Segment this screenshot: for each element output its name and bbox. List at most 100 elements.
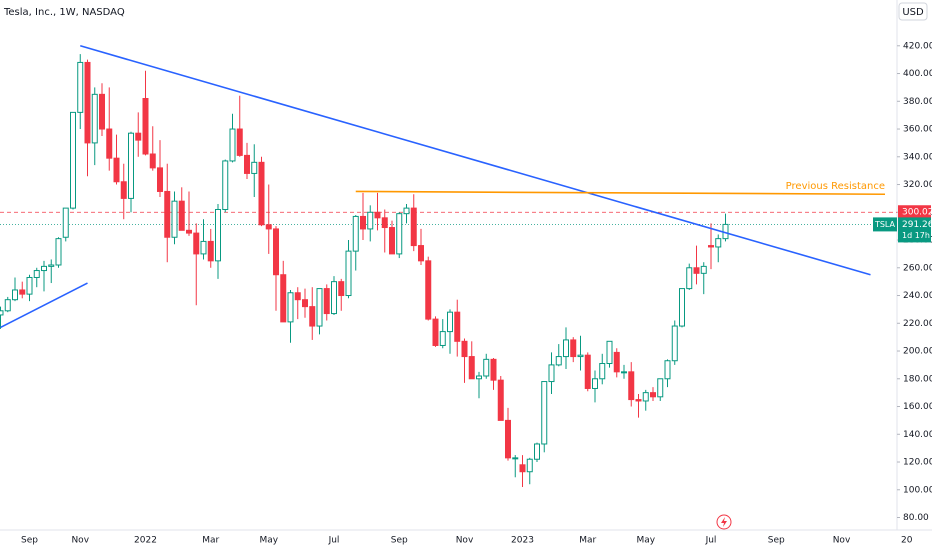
candle-body (374, 211, 381, 219)
candle-body (664, 360, 671, 380)
high-tag (898, 205, 931, 220)
candle-body (570, 339, 577, 358)
x-tick-label: Nov (71, 536, 89, 546)
candle-body (0, 310, 4, 316)
candle-body (128, 132, 134, 199)
candle-body (91, 93, 98, 144)
candle-body (671, 325, 678, 362)
candle-body (55, 238, 62, 266)
candle-body (476, 375, 482, 380)
candle-body (294, 292, 301, 301)
candle-body (439, 331, 446, 346)
candle-body (541, 381, 548, 445)
candle-body (106, 128, 113, 159)
candle-body (708, 245, 714, 248)
x-tick-label: Mar (202, 536, 219, 546)
x-tick-label: 2022 (134, 536, 157, 546)
candle-body (657, 378, 664, 398)
candle-body (309, 306, 316, 327)
candle-body (41, 265, 47, 272)
candle-body (135, 132, 142, 141)
y-tick-label: 360.00 (903, 125, 932, 135)
candle-body (200, 240, 207, 255)
candle-body (425, 260, 432, 320)
candle-body (323, 288, 330, 315)
x-tick-label: 20 (901, 536, 913, 546)
candle-body (563, 339, 569, 358)
y-tick-label: 380.00 (903, 97, 932, 107)
y-tick-label: 160.00 (903, 402, 932, 412)
event-icon-bolt (721, 517, 727, 527)
candle-body (490, 358, 497, 381)
candle-body (621, 371, 627, 374)
candle-body (635, 399, 642, 402)
y-tick-label: 140.00 (903, 430, 932, 440)
x-tick-label: Jul (328, 536, 340, 546)
candle-body (142, 98, 149, 155)
x-tick-label: Mar (579, 536, 596, 546)
candle-body (345, 250, 352, 297)
x-tick-label: 2023 (511, 536, 534, 546)
x-tick-label: Sep (21, 536, 38, 546)
candle-body (432, 318, 439, 346)
candle-body (215, 209, 221, 262)
candle-body (577, 354, 584, 358)
candle-body (287, 292, 294, 323)
candle-body (316, 288, 323, 327)
candle-body (628, 371, 635, 401)
candle-body (157, 167, 163, 192)
x-tick-label: Sep (768, 536, 785, 546)
candle-body (454, 311, 461, 342)
candle-body (48, 264, 55, 267)
x-tick-label: Nov (456, 536, 474, 546)
candle-body (447, 311, 453, 333)
candle-body (360, 215, 366, 230)
candle-body (606, 340, 613, 365)
candle-body (331, 281, 337, 315)
candle-body (236, 128, 243, 156)
candle-body (178, 200, 185, 231)
trendline (355, 190, 886, 196)
candle-body (367, 211, 374, 230)
candle-body (251, 161, 258, 174)
candle-body (280, 274, 287, 323)
candle-body (519, 464, 526, 473)
candle-body (193, 232, 200, 255)
x-tick-label: Nov (833, 536, 851, 546)
candle-body (19, 289, 26, 295)
candle-body (555, 356, 562, 366)
y-tick-label: 200.00 (903, 347, 932, 357)
y-tick-label: 240.00 (903, 291, 932, 301)
candle-body (548, 364, 555, 383)
symbol-tag-label: TSLA (874, 220, 896, 229)
candle-body (62, 207, 69, 238)
candle-body (265, 224, 272, 230)
y-tick-label: 420.00 (903, 41, 932, 51)
price-tag (898, 217, 931, 243)
y-tick-label: 340.00 (903, 152, 932, 162)
candle-body (512, 457, 519, 460)
candle-body (120, 181, 127, 199)
candle-body (222, 160, 229, 211)
candle-body (715, 238, 722, 248)
chart-title: Tesla, Inc., 1W, NASDAQ (3, 7, 125, 18)
currency-label: USD (902, 7, 924, 18)
candle-body (113, 157, 120, 183)
y-tick-label: 120.00 (903, 458, 932, 468)
x-tick-label: Sep (391, 536, 408, 546)
candle-body (4, 299, 11, 312)
candle-body (171, 200, 178, 238)
countdown-label: 1d 17h (902, 231, 930, 240)
candle-body (352, 215, 359, 252)
candle-body (258, 161, 265, 226)
currency-button[interactable] (898, 2, 928, 21)
candle-body (497, 379, 504, 421)
y-tick-label: 260.00 (903, 263, 932, 273)
candle-body (389, 227, 395, 255)
candle-body (403, 207, 410, 215)
candle-body (468, 356, 475, 380)
candle-body (338, 281, 345, 297)
x-tick-label: May (259, 536, 278, 546)
